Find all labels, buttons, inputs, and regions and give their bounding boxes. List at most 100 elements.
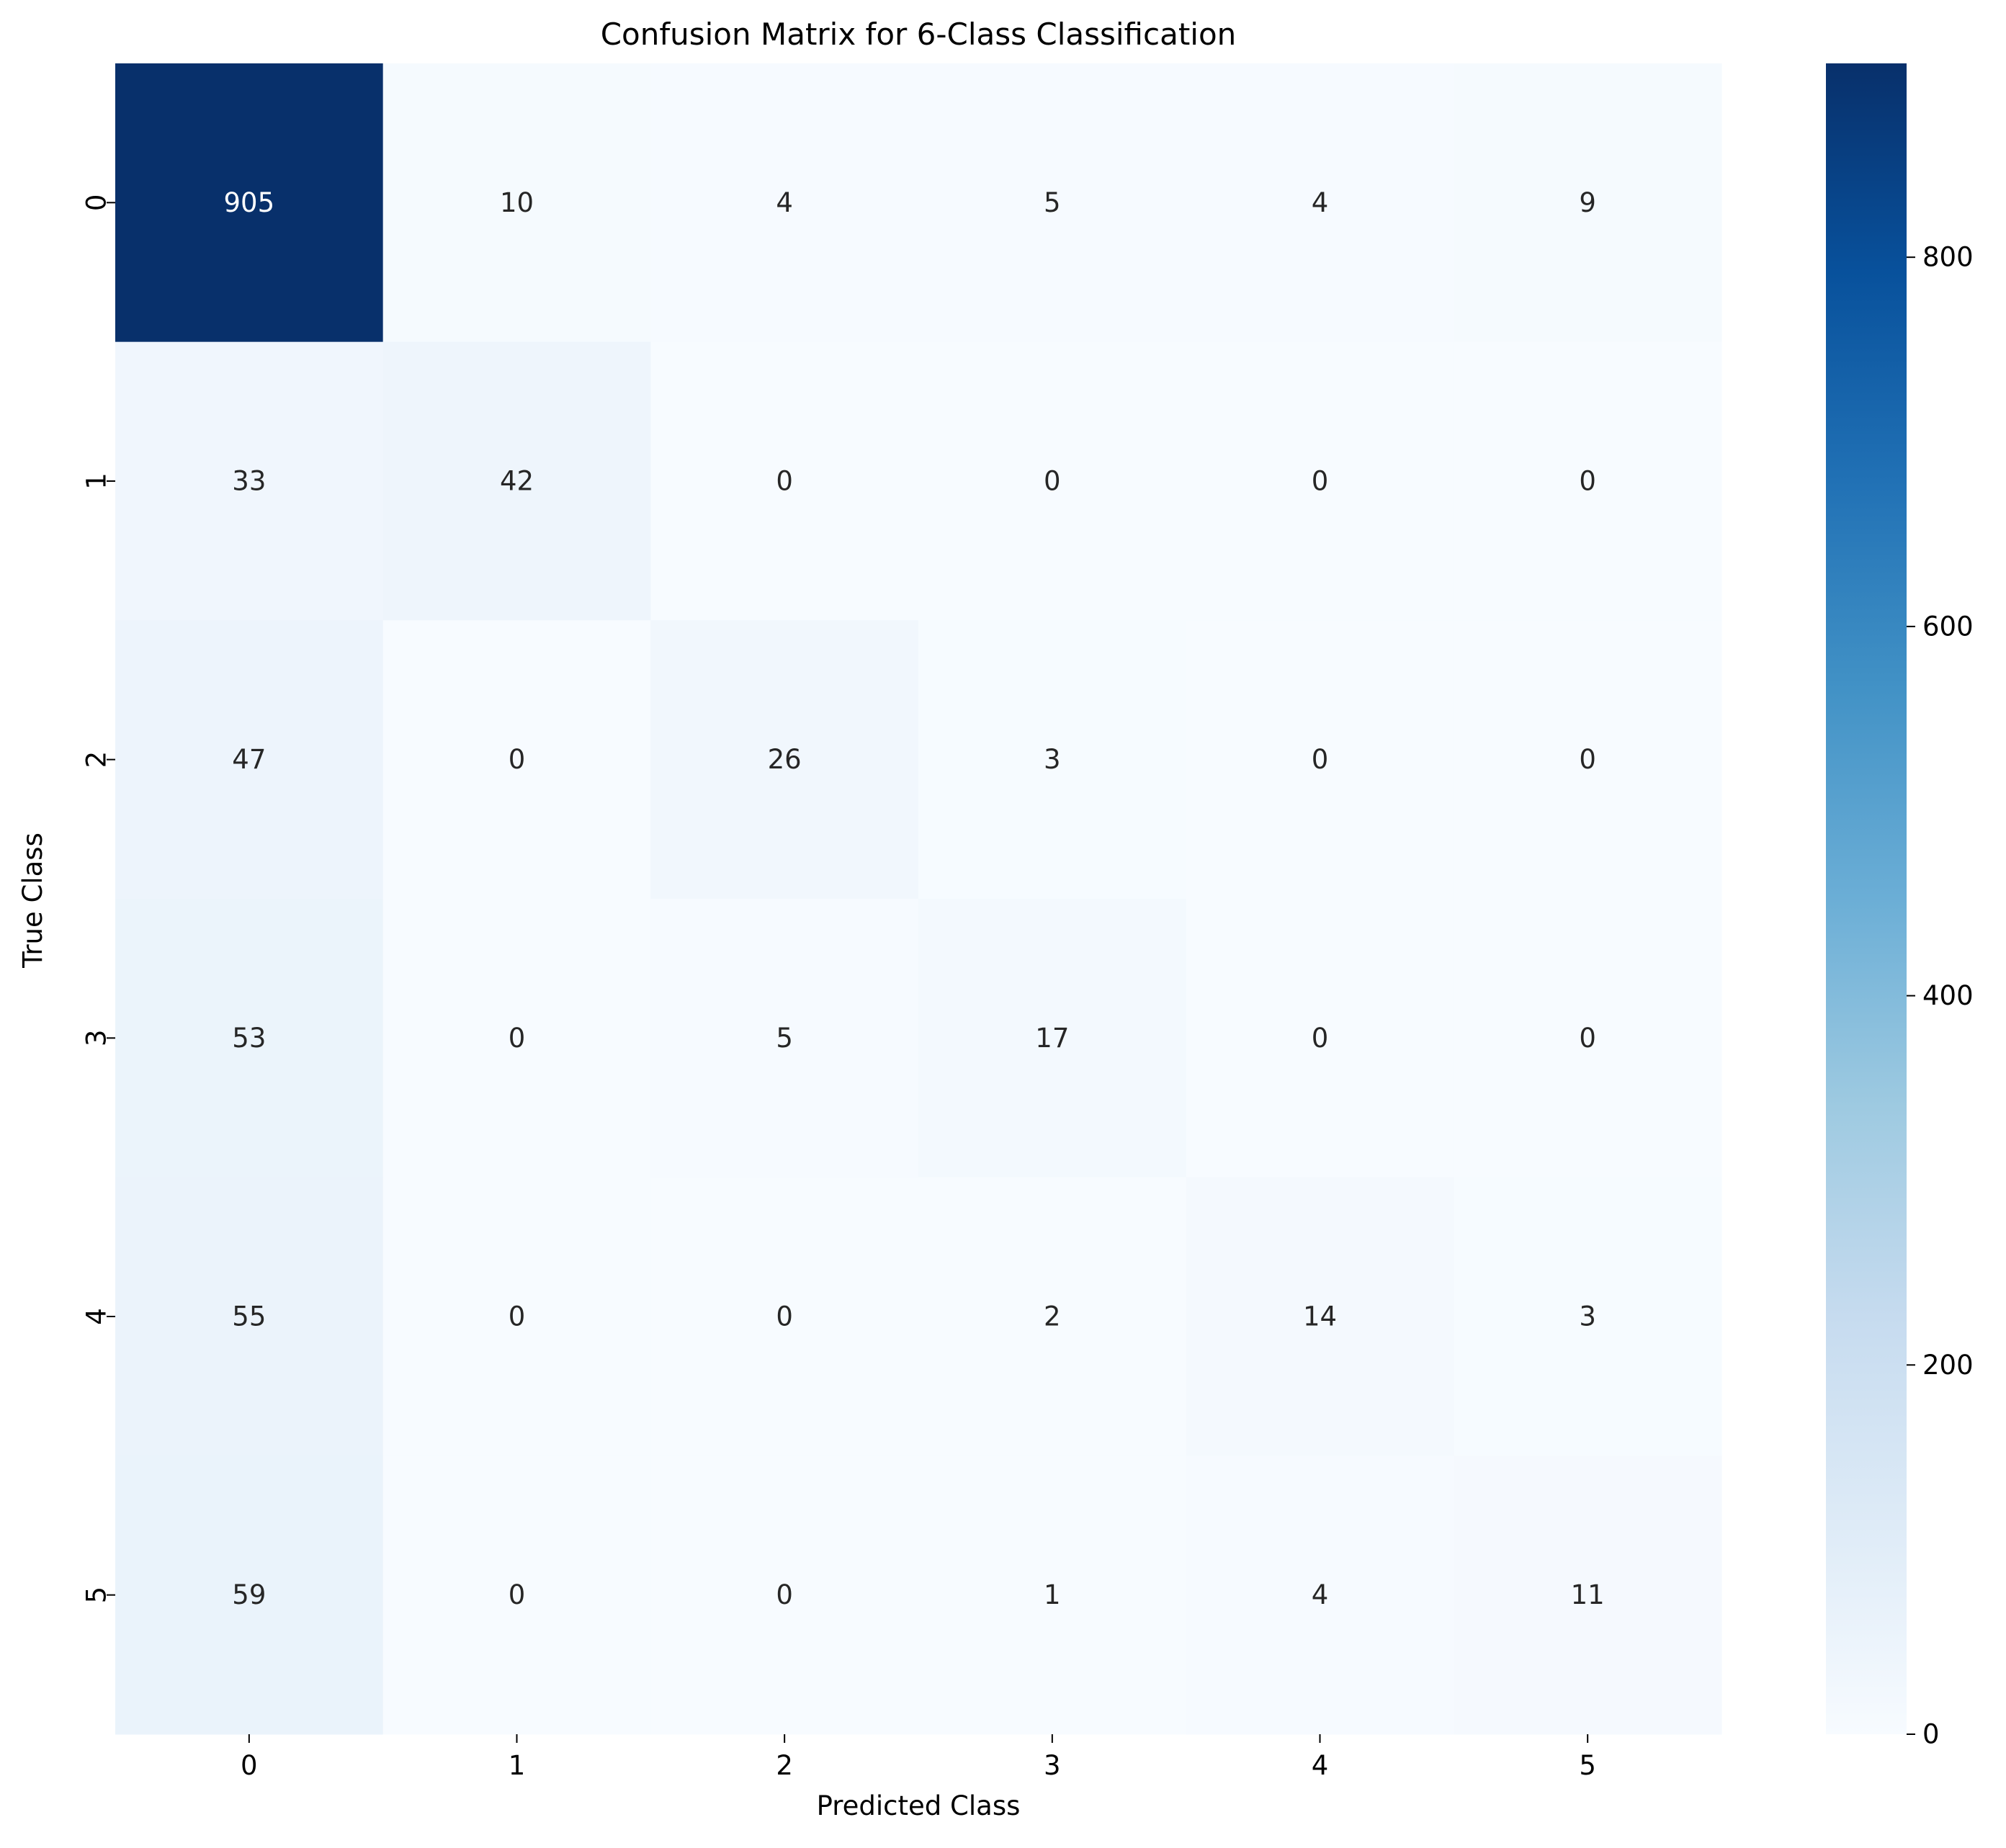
cell-value-r0-c2: 4	[776, 187, 793, 218]
y-tick-label-5: 5	[81, 1587, 112, 1604]
heatmap-cell-r4-c2	[650, 1177, 919, 1456]
cell-value-r3-c0: 53	[232, 1023, 266, 1054]
heatmap-cell-r5-c5	[1454, 1455, 1722, 1735]
heatmap-cell-r0-c3	[918, 63, 1187, 343]
cell-value-r1-c4: 0	[1312, 466, 1329, 497]
heatmap-cell-r5-c4	[1186, 1455, 1454, 1735]
x-tick-label-3: 3	[1044, 1750, 1061, 1781]
y-tick-label-1: 1	[81, 472, 112, 490]
cell-value-r5-c2: 0	[776, 1579, 793, 1610]
heatmap-cell-r0-c0	[115, 63, 384, 343]
heatmap-cell-r2-c1	[382, 620, 651, 900]
x-axis: 0 1 2 3 4 5	[241, 1734, 1596, 1781]
y-tick-label-0: 0	[81, 194, 112, 212]
cell-value-r3-c2: 5	[776, 1023, 793, 1054]
heatmap-cell-r0-c5	[1454, 63, 1722, 343]
colorbar-tick-label-3: 600	[1922, 611, 1974, 642]
cell-value-r3-c3: 17	[1035, 1023, 1069, 1054]
cell-annotations: 905 10 4 5 4 933 42 0 0 0 047 0 26 3 0 053 0 5 17 0 055 0 0 2 14…	[224, 187, 1605, 1610]
cell-value-r0-c5: 9	[1579, 187, 1596, 218]
cell-value-r4-c4: 14	[1303, 1301, 1337, 1332]
y-axis: 0 1 2 3 4 5	[81, 194, 115, 1604]
colorbar-tick-label-1: 200	[1922, 1350, 1974, 1381]
heatmap-cell-r1-c2	[650, 341, 919, 621]
heatmap-cell-r5-c2	[650, 1455, 919, 1735]
colorbar-tick-label-4: 800	[1922, 242, 1974, 273]
heatmap-cell-r3-c5	[1454, 899, 1722, 1178]
heatmap-cell-r4-c0	[115, 1177, 384, 1456]
heatmap-cells	[115, 63, 1722, 1735]
cell-value-r2-c2: 26	[768, 744, 802, 775]
heatmap-cell-r5-c3	[918, 1455, 1187, 1735]
y-tick-label-4: 4	[81, 1308, 112, 1325]
cell-value-r4-c3: 2	[1044, 1301, 1061, 1332]
heatmap-cell-r3-c4	[1186, 899, 1454, 1178]
cell-value-r1-c0: 33	[232, 466, 266, 497]
cell-value-r5-c0: 59	[232, 1579, 266, 1610]
y-tick-label-2: 2	[81, 751, 112, 768]
cell-value-r3-c1: 0	[509, 1023, 526, 1054]
heatmap-cell-r1-c4	[1186, 341, 1454, 621]
x-tick-label-1: 1	[509, 1750, 526, 1781]
cell-value-r5-c5: 11	[1571, 1579, 1605, 1610]
heatmap-cell-r2-c2	[650, 620, 919, 900]
cell-value-r0-c3: 5	[1044, 187, 1061, 218]
heatmap-cell-r3-c1	[382, 899, 651, 1178]
heatmap-cell-r3-c0	[115, 899, 384, 1178]
cell-value-r4-c2: 0	[776, 1301, 793, 1332]
cell-value-r4-c5: 3	[1579, 1301, 1596, 1332]
heatmap-cell-r5-c1	[382, 1455, 651, 1735]
x-axis-label: Predicted Class	[817, 1790, 1021, 1821]
x-tick-label-4: 4	[1312, 1750, 1329, 1781]
cell-value-r2-c4: 0	[1312, 744, 1329, 775]
cell-value-r2-c0: 47	[232, 744, 266, 775]
heatmap-cell-r3-c3	[918, 899, 1187, 1178]
cell-value-r1-c3: 0	[1044, 466, 1061, 497]
colorbar-tick-label-2: 400	[1922, 980, 1974, 1011]
heatmap-cell-r1-c3	[918, 341, 1187, 621]
colorbar-tick-label-0: 0	[1922, 1719, 1940, 1750]
cell-value-r5-c3: 1	[1044, 1579, 1061, 1610]
heatmap-cell-r0-c4	[1186, 63, 1454, 343]
x-tick-label-0: 0	[241, 1750, 258, 1781]
cell-value-r3-c5: 0	[1579, 1023, 1596, 1054]
cell-value-r2-c5: 0	[1579, 744, 1596, 775]
x-tick-label-2: 2	[776, 1750, 793, 1781]
x-tick-label-5: 5	[1579, 1750, 1596, 1781]
cell-value-r0-c1: 10	[500, 187, 534, 218]
cell-value-r1-c2: 0	[776, 466, 793, 497]
cell-value-r0-c0: 905	[224, 187, 275, 218]
heatmap-cell-r3-c2	[650, 899, 919, 1178]
cell-value-r3-c4: 0	[1312, 1023, 1329, 1054]
cell-value-r4-c0: 55	[232, 1301, 266, 1332]
colorbar	[1826, 63, 1907, 1734]
heatmap-cell-r4-c1	[382, 1177, 651, 1456]
colorbar-axis: 0 200 400 600 800	[1907, 242, 1974, 1750]
heatmap-cell-r2-c4	[1186, 620, 1454, 900]
cell-value-r5-c1: 0	[509, 1579, 526, 1610]
heatmap-cell-r0-c2	[650, 63, 919, 343]
cell-value-r2-c1: 0	[509, 744, 526, 775]
cell-value-r0-c4: 4	[1312, 187, 1329, 218]
heatmap-cell-r1-c1	[382, 341, 651, 621]
heatmap-cell-r2-c0	[115, 620, 384, 900]
chart-title: Confusion Matrix for 6-Class Classificat…	[601, 17, 1237, 52]
heatmap-cell-r2-c3	[918, 620, 1187, 900]
cell-value-r1-c5: 0	[1579, 466, 1596, 497]
heatmap-cell-r4-c5	[1454, 1177, 1722, 1456]
heatmap-cell-r2-c5	[1454, 620, 1722, 900]
heatmap-cell-r4-c3	[918, 1177, 1187, 1456]
heatmap-cell-r1-c0	[115, 341, 384, 621]
cell-value-r4-c1: 0	[509, 1301, 526, 1332]
y-axis-label: True Class	[17, 833, 48, 969]
heatmap-cell-r1-c5	[1454, 341, 1722, 621]
heatmap-cell-r0-c1	[382, 63, 651, 343]
cell-value-r1-c1: 42	[500, 466, 534, 497]
heatmap-cell-r5-c0	[115, 1455, 384, 1735]
y-tick-label-3: 3	[81, 1030, 112, 1047]
cell-value-r2-c3: 3	[1044, 744, 1061, 775]
cell-value-r5-c4: 4	[1312, 1579, 1329, 1610]
heatmap-cell-r4-c4	[1186, 1177, 1454, 1456]
